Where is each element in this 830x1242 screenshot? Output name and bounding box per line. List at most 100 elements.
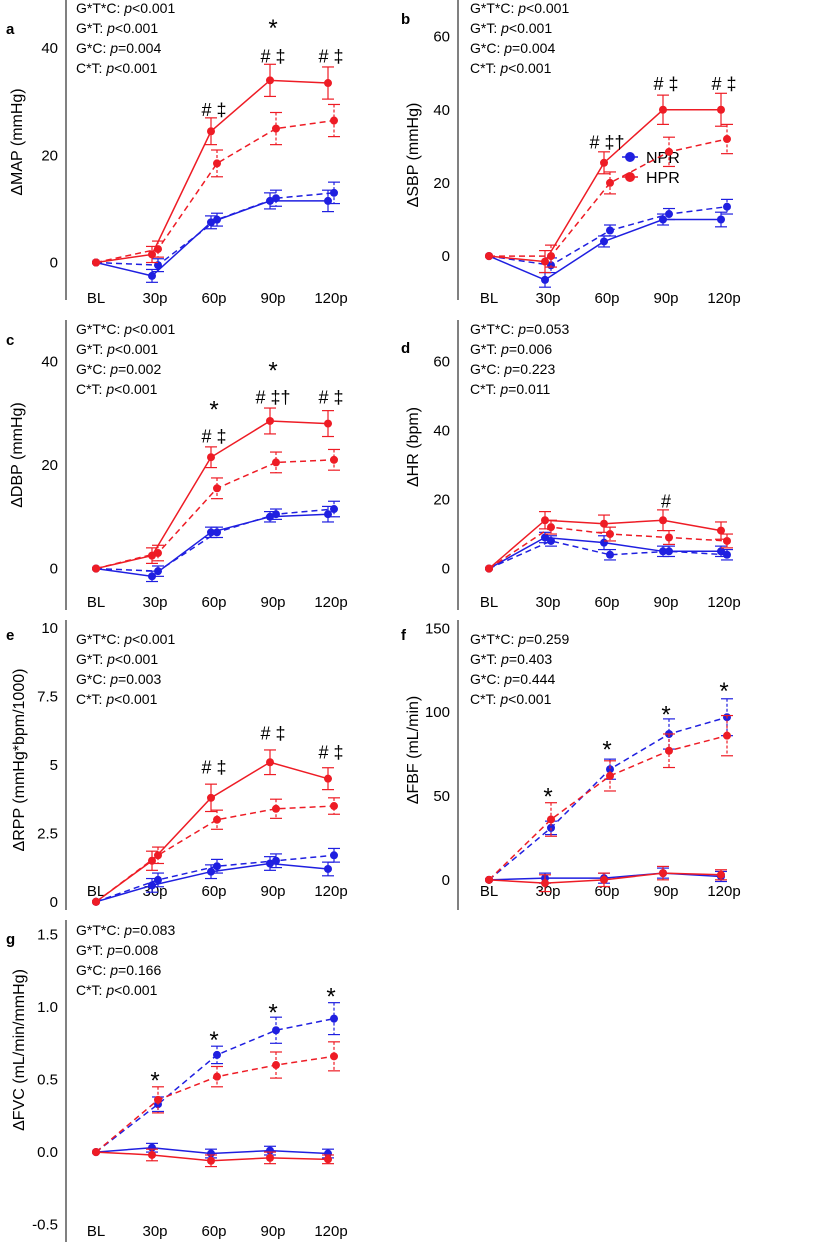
y-tick-label: 10 bbox=[41, 620, 58, 637]
significance-star: * bbox=[268, 15, 277, 42]
series-line bbox=[95, 459, 335, 570]
x-tick-label: 120p bbox=[707, 883, 740, 900]
stat-label: G*C: bbox=[470, 40, 504, 56]
stat-line: G*T: p=0.006 bbox=[470, 341, 552, 357]
panel-letter: d bbox=[401, 340, 410, 357]
series-hpr-dashed bbox=[485, 519, 733, 573]
data-point bbox=[665, 147, 673, 156]
stat-label: G*C: bbox=[76, 962, 110, 978]
stat-label: G*T*C: bbox=[470, 321, 518, 337]
series-hpr-dashed bbox=[92, 103, 340, 267]
data-point bbox=[266, 758, 274, 767]
stat-label: C*T: bbox=[470, 691, 500, 707]
series-hpr-dashed bbox=[92, 797, 340, 906]
stat-line: G*T: p=0.403 bbox=[470, 651, 552, 667]
data-point bbox=[272, 1026, 280, 1035]
stat-p: p bbox=[499, 381, 508, 397]
panel-letter: e bbox=[6, 627, 14, 644]
y-tick-label: 40 bbox=[41, 40, 58, 57]
data-point bbox=[272, 124, 280, 133]
y-axis-label: ΔDBP (mmHg) bbox=[9, 402, 26, 508]
data-point bbox=[148, 271, 156, 280]
data-point bbox=[213, 862, 221, 871]
stat-value: =0.006 bbox=[509, 341, 552, 357]
series-line bbox=[95, 119, 335, 264]
y-tick-label: 20 bbox=[41, 147, 58, 164]
data-point bbox=[207, 453, 215, 462]
data-point bbox=[92, 897, 100, 906]
stat-label: G*T: bbox=[470, 20, 501, 36]
stat-label: C*T: bbox=[76, 691, 106, 707]
y-tick-label: 0 bbox=[442, 561, 450, 578]
stat-label: G*T*C: bbox=[470, 631, 518, 647]
data-point bbox=[213, 815, 221, 824]
data-point bbox=[324, 196, 332, 205]
data-point bbox=[717, 105, 725, 114]
data-point bbox=[606, 771, 614, 780]
y-tick-label: 20 bbox=[41, 457, 58, 474]
stat-value: =0.259 bbox=[526, 631, 569, 647]
series-line bbox=[95, 805, 335, 903]
data-point bbox=[154, 567, 162, 576]
significance-marker: # ‡† bbox=[589, 133, 624, 153]
y-axis-label: ΔSBP (mmHg) bbox=[405, 103, 422, 208]
series-hpr-dashed bbox=[92, 1041, 340, 1157]
data-point bbox=[330, 1014, 338, 1023]
x-tick-label: 30p bbox=[142, 290, 167, 307]
y-tick-label: 0 bbox=[442, 872, 450, 889]
data-point bbox=[330, 851, 338, 860]
x-tick-label: BL bbox=[87, 883, 105, 900]
y-tick-label: 0.0 bbox=[37, 1144, 58, 1161]
x-tick-label: 120p bbox=[707, 290, 740, 307]
significance-star: * bbox=[661, 702, 670, 729]
data-point bbox=[148, 551, 156, 560]
stat-line: C*T: p<0.001 bbox=[76, 381, 158, 397]
series-line bbox=[95, 761, 329, 903]
panel-c: c ΔDBP (mmHg) 0 20 40 BL 30p 60p 90p 120p G*T*C: p… bbox=[6, 320, 348, 611]
significance-star: * bbox=[150, 1068, 159, 1095]
stat-value: =0.053 bbox=[526, 321, 569, 337]
data-point bbox=[717, 215, 725, 224]
y-axis-label: ΔMAP (mmHg) bbox=[9, 88, 26, 195]
stat-p: p bbox=[105, 60, 114, 76]
stat-value: <0.001 bbox=[508, 60, 551, 76]
stat-line: G*T*C: p<0.001 bbox=[470, 0, 569, 16]
data-point bbox=[148, 250, 156, 259]
data-point bbox=[207, 1156, 215, 1165]
stat-p: p bbox=[503, 361, 512, 377]
x-tick-label: 30p bbox=[142, 1223, 167, 1240]
data-point bbox=[324, 774, 332, 783]
data-point bbox=[272, 856, 280, 865]
panel-a: a ΔMAP (mmHg) 0 20 40 BL 30p 60p 90p 120p G*T*C: p… bbox=[6, 0, 348, 307]
data-point bbox=[330, 455, 338, 464]
significance-marker: # ‡ bbox=[201, 427, 226, 447]
series-npr-solid bbox=[92, 856, 334, 906]
stat-p: p bbox=[106, 942, 115, 958]
stat-value: =0.083 bbox=[132, 922, 175, 938]
data-point bbox=[541, 275, 549, 284]
stat-value: =0.002 bbox=[118, 361, 161, 377]
stat-p: p bbox=[517, 631, 526, 647]
data-point bbox=[154, 261, 162, 270]
stat-value: =0.223 bbox=[512, 361, 555, 377]
stat-line: G*T: p<0.001 bbox=[470, 20, 552, 36]
series-hpr-dashed bbox=[485, 123, 733, 268]
stat-value: <0.001 bbox=[114, 982, 157, 998]
stat-p: p bbox=[123, 631, 132, 647]
stat-line: G*C: p=0.003 bbox=[76, 671, 161, 687]
stat-p: p bbox=[106, 651, 115, 667]
stat-line: C*T: p<0.001 bbox=[76, 60, 158, 76]
stat-label: G*C: bbox=[470, 671, 504, 687]
panel-letter: c bbox=[6, 332, 14, 349]
x-tick-label: 60p bbox=[594, 290, 619, 307]
data-point bbox=[213, 1050, 221, 1059]
stat-p: p bbox=[499, 691, 508, 707]
x-tick-label: BL bbox=[87, 1223, 105, 1240]
stat-p: p bbox=[500, 20, 509, 36]
stat-p: p bbox=[517, 0, 526, 16]
series-hpr-solid bbox=[92, 407, 334, 573]
stat-value: <0.001 bbox=[115, 651, 158, 667]
y-tick-label: 2.5 bbox=[37, 825, 58, 842]
panel-letter: f bbox=[401, 627, 407, 644]
